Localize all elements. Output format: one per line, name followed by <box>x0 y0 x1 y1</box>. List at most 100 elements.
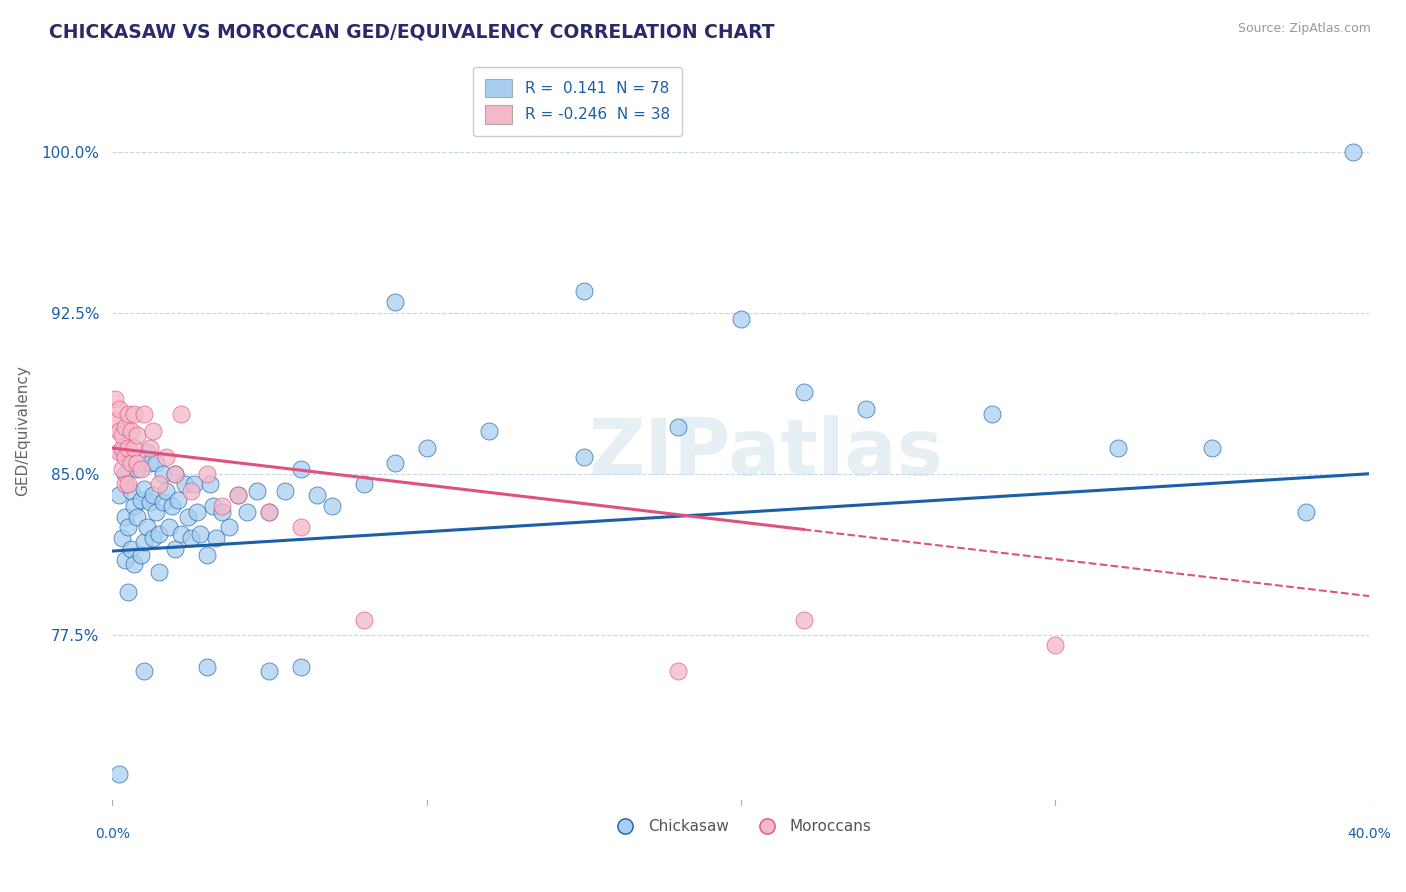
Point <box>165 541 187 556</box>
Point <box>290 520 312 534</box>
Point <box>1295 505 1317 519</box>
Point <box>117 407 139 421</box>
Point <box>167 492 190 507</box>
Point <box>107 402 129 417</box>
Point <box>384 456 406 470</box>
Point <box>145 456 167 470</box>
Point <box>160 499 183 513</box>
Point <box>165 467 187 481</box>
Point <box>572 285 595 299</box>
Point <box>114 419 136 434</box>
Point <box>290 462 312 476</box>
Point <box>170 526 193 541</box>
Point <box>142 531 165 545</box>
Point <box>124 407 146 421</box>
Point <box>180 483 202 498</box>
Point <box>111 428 134 442</box>
Point <box>666 419 689 434</box>
Point <box>152 494 174 508</box>
Point <box>124 499 146 513</box>
Point <box>274 483 297 498</box>
Point <box>155 483 177 498</box>
Point <box>107 488 129 502</box>
Point <box>114 509 136 524</box>
Text: CHICKASAW VS MOROCCAN GED/EQUIVALENCY CORRELATION CHART: CHICKASAW VS MOROCCAN GED/EQUIVALENCY CO… <box>49 22 775 41</box>
Point <box>142 424 165 438</box>
Point <box>117 477 139 491</box>
Point <box>107 424 129 438</box>
Point <box>120 483 142 498</box>
Point <box>145 505 167 519</box>
Point <box>127 456 149 470</box>
Point <box>148 566 170 580</box>
Point <box>139 441 162 455</box>
Point <box>124 557 146 571</box>
Point <box>259 505 281 519</box>
Point <box>353 613 375 627</box>
Point <box>305 488 328 502</box>
Text: 40.0%: 40.0% <box>1347 827 1391 841</box>
Point <box>142 488 165 502</box>
Point <box>855 402 877 417</box>
Legend: Chickasaw, Moroccans: Chickasaw, Moroccans <box>603 813 877 840</box>
Point <box>111 531 134 545</box>
Point <box>157 520 180 534</box>
Point <box>226 488 249 502</box>
Point <box>107 445 129 459</box>
Point <box>666 665 689 679</box>
Point <box>415 441 437 455</box>
Point <box>165 467 187 481</box>
Point <box>981 407 1004 421</box>
Point <box>321 499 343 513</box>
Point <box>195 549 218 563</box>
Point <box>730 312 752 326</box>
Point <box>246 483 269 498</box>
Point <box>211 499 233 513</box>
Point <box>120 424 142 438</box>
Point <box>170 407 193 421</box>
Point <box>353 477 375 491</box>
Point <box>173 477 195 491</box>
Point <box>124 441 146 455</box>
Point <box>111 445 134 459</box>
Point <box>201 499 224 513</box>
Point <box>1343 145 1365 159</box>
Point <box>107 767 129 781</box>
Point <box>1043 639 1066 653</box>
Point <box>211 505 233 519</box>
Point <box>188 526 211 541</box>
Text: 0.0%: 0.0% <box>94 827 129 841</box>
Point <box>259 505 281 519</box>
Point <box>218 520 240 534</box>
Point <box>132 665 155 679</box>
Point <box>129 549 152 563</box>
Point <box>135 445 157 459</box>
Point <box>186 505 208 519</box>
Point <box>117 520 139 534</box>
Point <box>1107 441 1129 455</box>
Point <box>572 450 595 464</box>
Point <box>132 535 155 549</box>
Point <box>132 482 155 496</box>
Point <box>793 385 815 400</box>
Point <box>114 450 136 464</box>
Point <box>120 456 142 470</box>
Point <box>127 428 149 442</box>
Point <box>127 509 149 524</box>
Point <box>117 584 139 599</box>
Point <box>148 477 170 491</box>
Text: Source: ZipAtlas.com: Source: ZipAtlas.com <box>1237 22 1371 36</box>
Text: ZIPatlas: ZIPatlas <box>588 416 943 491</box>
Point <box>155 450 177 464</box>
Point <box>226 488 249 502</box>
Point <box>117 441 139 455</box>
Point <box>132 407 155 421</box>
Point <box>135 520 157 534</box>
Point <box>127 462 149 476</box>
Point <box>198 477 221 491</box>
Point <box>114 477 136 491</box>
Point <box>384 295 406 310</box>
Point <box>180 531 202 545</box>
Point <box>152 467 174 481</box>
Point <box>205 531 228 545</box>
